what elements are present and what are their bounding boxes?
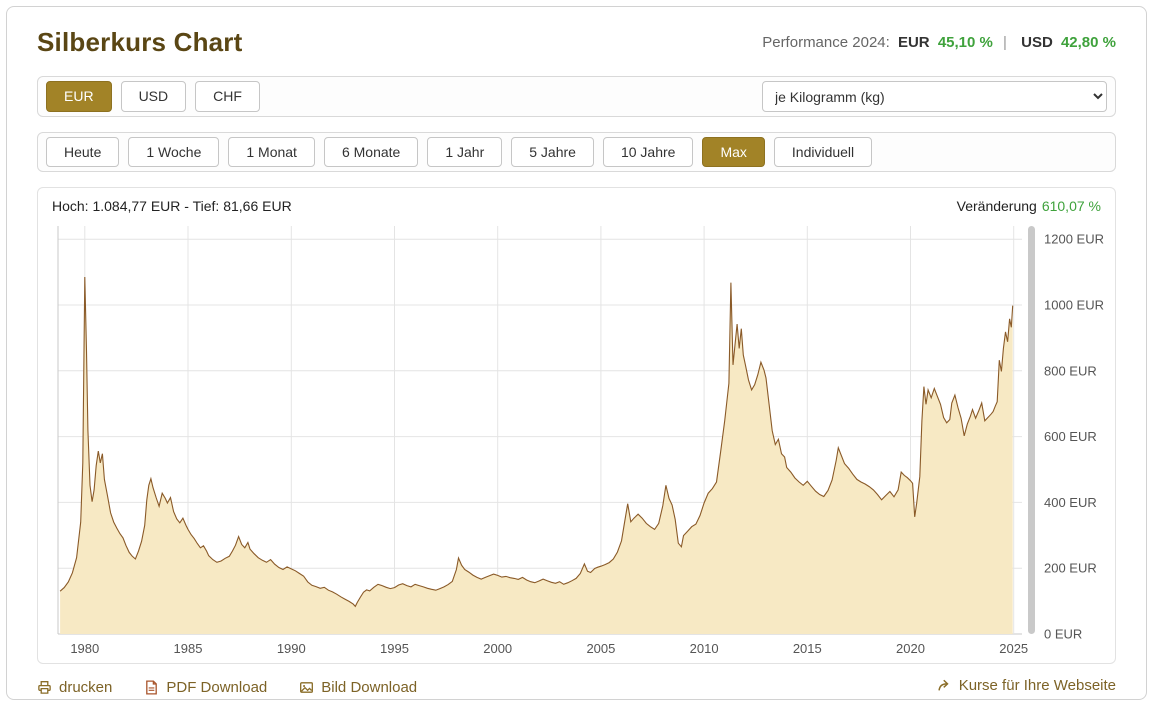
x-tick-label: 1990 [277,641,306,656]
change-text: Veränderung 610,07 % [957,198,1101,214]
high-low-text: Hoch: 1.084,77 EUR - Tief: 81,66 EUR [52,198,292,215]
image-icon [299,680,314,695]
range-toolbar: Heute 1 Woche 1 Monat 6 Monate 1 Jahr 5 Jahre… [37,132,1116,173]
y-tick-label: 800 EUR [1044,363,1097,378]
currency-button-eur[interactable]: EUR [46,81,112,112]
y-tick-label: 400 EUR [1044,495,1097,510]
pdf-icon [144,680,159,695]
range-button-1-woche[interactable]: 1 Woche [128,137,220,168]
footer-link-label: Kurse für Ihre Webseite [958,677,1116,695]
chart-header: Hoch: 1.084,77 EUR - Tief: 81,66 EUR Ver… [50,194,1103,220]
header-row: Silberkurs Chart Performance 2024: EUR 4… [37,23,1116,61]
range-button-10-jahre[interactable]: 10 Jahre [602,137,694,168]
currency-button-usd[interactable]: USD [120,81,187,112]
y-tick-label: 600 EUR [1044,429,1097,444]
y-tick-label: 1000 EUR [1044,298,1104,313]
kurse-für-ihre-webseite-link[interactable]: Kurse für Ihre Webseite [937,677,1116,694]
performance-usd-label: USD [1021,33,1053,51]
range-button-6-monate[interactable]: 6 Monate [323,137,419,168]
performance-usd-value: 42,80 % [1060,33,1116,51]
range-button-1-jahr[interactable]: 1 Jahr [427,137,503,168]
x-tick-label: 2025 [999,641,1028,656]
silberkurs-chart-widget: Silberkurs Chart Performance 2024: EUR 4… [6,6,1147,700]
currency-group: EUR USD CHF [46,81,260,112]
x-tick-label: 1980 [70,641,99,656]
performance-eur-label: EUR [897,33,930,51]
drucken-link[interactable]: drucken [37,679,112,696]
price-area [60,277,1013,635]
price-chart[interactable]: 0 EUR 200 EUR 400 EUR 600 EUR 800 EUR 1000 EU… [50,220,1105,656]
chart-panel: Hoch: 1.084,77 EUR - Tief: 81,66 EUR Ver… [37,187,1116,665]
currency-button-chf[interactable]: CHF [195,81,260,112]
range-button-5-jahre[interactable]: 5 Jahre [511,137,594,168]
range-button-heute[interactable]: Heute [46,137,120,168]
bild-download-link[interactable]: Bild Download [299,679,417,696]
y-tick-label: 0 EUR [1044,627,1082,642]
footer-link-label: PDF Download [166,678,268,696]
x-tick-label: 2015 [793,641,822,656]
range-button-max[interactable]: Max [702,137,765,168]
footer-link-label: drucken [59,678,113,696]
footer: drucken PDF Download Bild Download Kurse f… [37,677,1116,697]
currency-toolbar: EUR USD CHF je Kilogramm (kg) [37,76,1116,117]
performance-label: Performance 2024: [762,33,890,51]
x-tick-label: 2005 [586,641,615,656]
x-tick-label: 1985 [174,641,203,656]
range-button-1-monat[interactable]: 1 Monat [228,137,315,168]
price-line [59,277,1014,608]
x-tick-label: 2000 [483,641,512,656]
printer-icon [37,680,52,695]
change-label: Veränderung [956,198,1037,215]
footer-link-label: Bild Download [321,678,418,696]
unit-select[interactable]: je Kilogramm (kg) [762,81,1107,112]
x-tick-label: 1995 [380,641,409,656]
y-tick-label: 200 EUR [1044,561,1097,576]
performance-divider: | [1003,33,1007,51]
range-button-individuell[interactable]: Individuell [773,137,873,168]
page-title: Silberkurs Chart [37,26,243,57]
footer-links: drucken PDF Download Bild Download [37,679,417,696]
chart-vertical-scrollbar[interactable] [1028,226,1035,635]
performance-summary: Performance 2024: EUR 45,10 % | USD 42,8… [762,34,1116,51]
change-value: 610,07 % [1041,198,1101,215]
pdf-download-link[interactable]: PDF Download [144,679,267,696]
performance-eur-value: 45,10 % [937,33,993,51]
footer-right: Kurse für Ihre Webseite [937,677,1116,697]
x-tick-label: 2020 [896,641,925,656]
share-icon [937,678,952,693]
range-group: Heute 1 Woche 1 Monat 6 Monate 1 Jahr 5 Jahre… [46,137,873,168]
y-tick-label: 1200 EUR [1044,232,1104,247]
x-tick-label: 2010 [690,641,719,656]
